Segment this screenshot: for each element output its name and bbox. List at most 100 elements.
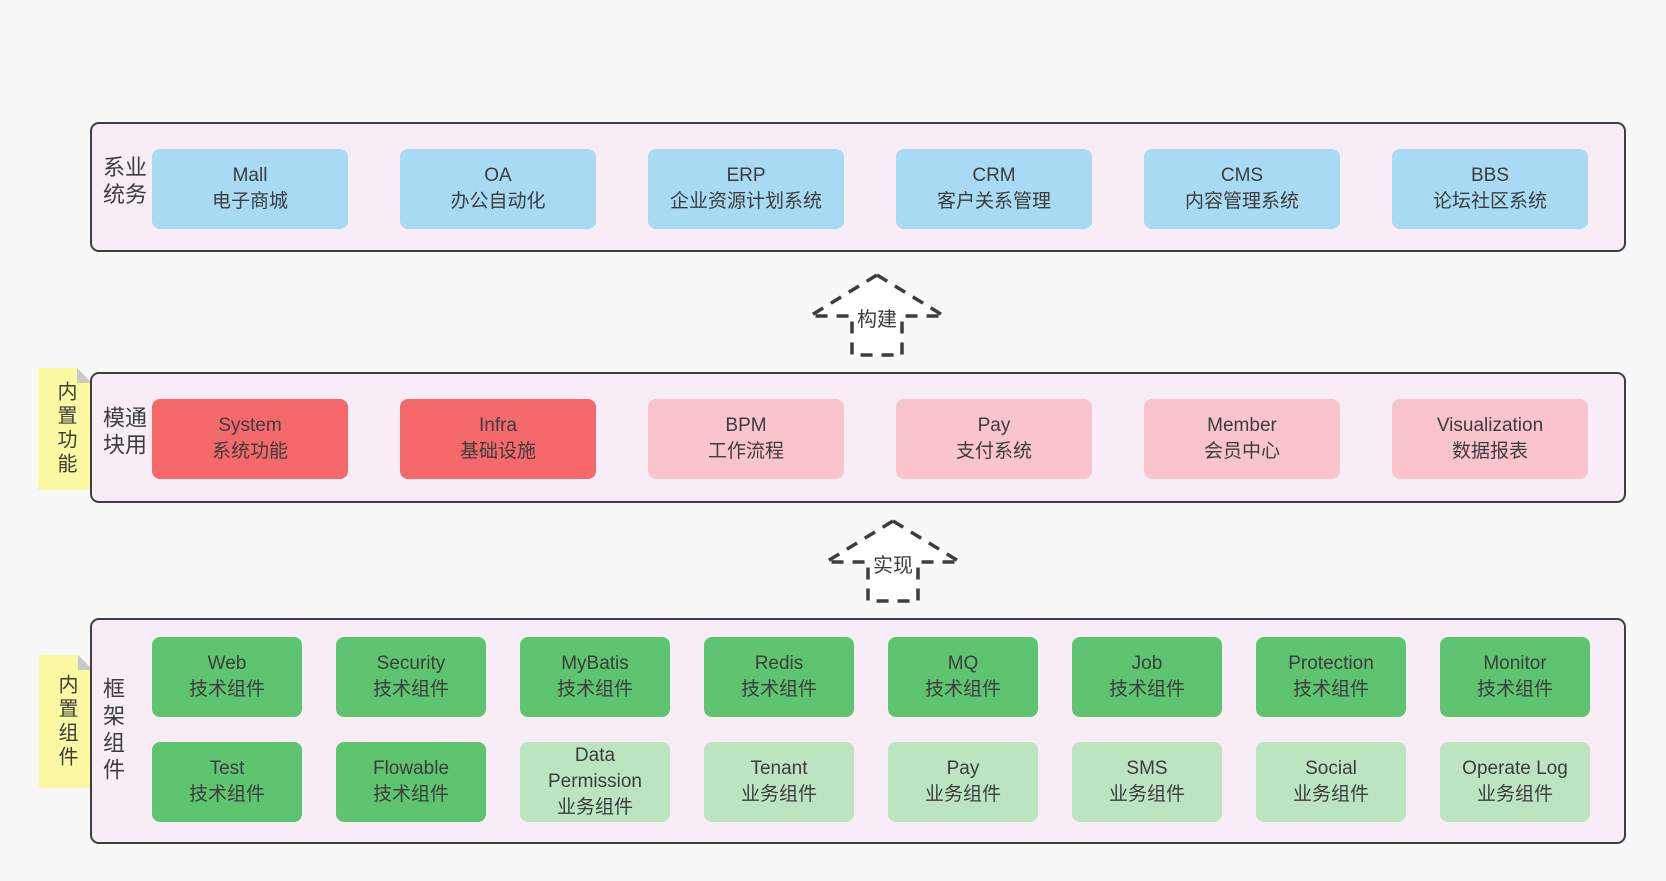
box-caption: 系统功能	[211, 441, 288, 462]
framework-components-panel-label: 框架组件	[100, 677, 125, 785]
box-caption: 支付系统	[955, 441, 1032, 462]
box-name: Member	[1207, 415, 1277, 436]
builtin-components-sticky-label: 内置组件	[55, 673, 77, 770]
module-box: ERP 企业资源计划系统	[648, 149, 844, 229]
module-box: Redis 技术组件	[704, 637, 854, 717]
box-caption: 技术组件	[1292, 679, 1369, 700]
box-caption: 办公自动化	[450, 191, 546, 212]
box-caption: 数据报表	[1451, 441, 1528, 462]
box-name: Social	[1305, 758, 1357, 779]
box-name: MQ	[947, 653, 979, 674]
module-box: Protection 技术组件	[1256, 637, 1406, 717]
business-systems-panel-label: 业务系统	[100, 155, 147, 210]
module-box: Tenant 业务组件	[704, 742, 854, 822]
box-name: CRM	[972, 165, 1016, 186]
box-caption: Permission	[548, 771, 642, 792]
box-name: SMS	[1126, 758, 1168, 779]
module-box: Social 业务组件	[1256, 742, 1406, 822]
box-caption: 业务组件	[1476, 784, 1553, 805]
box-name: BBS	[1470, 165, 1510, 186]
business-systems-panel: 业务系统 Mall 电子商城 OA 办公自动化 ERP 企业资源计划系统	[90, 122, 1626, 252]
box-name: Test	[209, 758, 245, 779]
module-box: Job 技术组件	[1072, 637, 1222, 717]
box-name: Protection	[1288, 653, 1374, 674]
box-caption: 技术组件	[556, 679, 633, 700]
common-modules-panel-label: 通用模块	[100, 405, 147, 460]
module-box: BBS 论坛社区系统	[1392, 149, 1588, 229]
box-caption: 技术组件	[924, 679, 1001, 700]
box-caption: 业务组件	[924, 784, 1001, 805]
implement-arrow-label: 实现	[871, 549, 915, 578]
module-box: Infra 基础设施	[400, 399, 596, 479]
module-box: Operate Log 业务组件	[1440, 742, 1590, 822]
module-box: MQ 技术组件	[888, 637, 1038, 717]
box-caption: 会员中心	[1203, 441, 1280, 462]
module-box: OA 办公自动化	[400, 149, 596, 229]
business-systems-box-row: Mall 电子商城 OA 办公自动化 ERP 企业资源计划系统	[152, 149, 1588, 229]
box-caption: 论坛社区系统	[1432, 191, 1547, 212]
module-box: BPM 工作流程	[648, 399, 844, 479]
box-caption: 基础设施	[459, 441, 536, 462]
box-caption: 企业资源计划系统	[669, 191, 822, 212]
box-caption: 电子商城	[211, 191, 288, 212]
box-caption: 技术组件	[188, 784, 265, 805]
box-caption: 工作流程	[707, 441, 784, 462]
box-name: Monitor	[1483, 653, 1547, 674]
box-name: System	[218, 415, 282, 436]
box-name: CMS	[1220, 165, 1264, 186]
box-name: Web	[207, 653, 247, 674]
box-caption: 技术组件	[740, 679, 817, 700]
module-box: System 系统功能	[152, 399, 348, 479]
module-box: SMS 业务组件	[1072, 742, 1222, 822]
box-name: Infra	[478, 415, 518, 436]
box-caption: 业务组件	[1108, 784, 1185, 805]
box-name: Data	[574, 745, 616, 766]
box-caption: 技术组件	[1108, 679, 1185, 700]
module-box: CRM 客户关系管理	[896, 149, 1092, 229]
box-name: Security	[376, 653, 446, 674]
builtin-features-sticky-label: 内置功能	[54, 381, 76, 477]
box-name: Mall	[232, 165, 268, 186]
module-box: MyBatis 技术组件	[520, 637, 670, 717]
box-caption: 业务组件	[1292, 784, 1369, 805]
module-box: Pay 业务组件	[888, 742, 1038, 822]
module-box: Web 技术组件	[152, 637, 302, 717]
framework-components-row-1: Web 技术组件 Security 技术组件 MyBatis 技术组件	[152, 637, 1590, 717]
box-caption-2: 业务组件	[556, 797, 633, 818]
box-name: Pay	[977, 415, 1011, 436]
box-name: Pay	[946, 758, 980, 779]
module-box: Monitor 技术组件	[1440, 637, 1590, 717]
box-name: Operate Log	[1462, 758, 1568, 779]
module-box: Security 技术组件	[336, 637, 486, 717]
build-arrow: 构建	[807, 272, 947, 358]
module-box: Mall 电子商城	[152, 149, 348, 229]
box-name: Tenant	[750, 758, 808, 779]
box-name: ERP	[726, 165, 766, 186]
module-box: Data Permission 业务组件	[520, 742, 670, 822]
box-caption: 内容管理系统	[1184, 191, 1299, 212]
framework-components-row-2: Test 技术组件 Flowable 技术组件 Data Permission …	[152, 742, 1590, 822]
box-caption: 技术组件	[1476, 679, 1553, 700]
box-caption: 客户关系管理	[936, 191, 1051, 212]
box-caption: 技术组件	[372, 784, 449, 805]
module-box: Test 技术组件	[152, 742, 302, 822]
module-box: Flowable 技术组件	[336, 742, 486, 822]
box-name: Visualization	[1436, 415, 1544, 436]
box-name: Flowable	[372, 758, 450, 779]
box-name: MyBatis	[561, 653, 629, 674]
box-name: OA	[484, 165, 512, 186]
common-modules-box-row: System 系统功能 Infra 基础设施 BPM 工作流程	[152, 399, 1588, 479]
builtin-features-sticky-note: 内置功能	[38, 368, 92, 490]
common-modules-panel: 通用模块 System 系统功能 Infra 基础设施 BPM 工作流程	[90, 372, 1626, 503]
build-arrow-label: 构建	[855, 303, 899, 332]
box-caption: 技术组件	[188, 679, 265, 700]
module-box: Member 会员中心	[1144, 399, 1340, 479]
builtin-components-sticky-note: 内置组件	[39, 655, 93, 788]
implement-arrow: 实现	[823, 518, 963, 604]
framework-components-panel: 框架组件 Web 技术组件 Security 技术组件 MyBatis 技术组件	[90, 618, 1626, 844]
box-name: Job	[1131, 653, 1163, 674]
box-name: Redis	[754, 653, 804, 674]
box-name: BPM	[725, 415, 767, 436]
box-caption: 业务组件	[740, 784, 817, 805]
